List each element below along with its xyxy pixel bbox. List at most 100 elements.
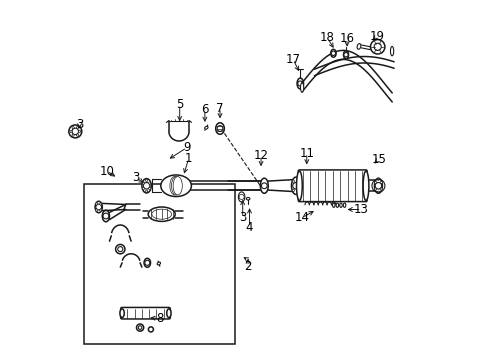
Ellipse shape xyxy=(343,51,348,59)
Text: 9: 9 xyxy=(183,141,190,154)
Circle shape xyxy=(148,182,150,184)
Text: 10: 10 xyxy=(100,165,114,177)
Text: 15: 15 xyxy=(370,153,386,166)
Ellipse shape xyxy=(161,175,191,197)
Ellipse shape xyxy=(246,198,249,200)
Ellipse shape xyxy=(390,46,393,56)
Text: 2: 2 xyxy=(244,260,251,273)
Text: 16: 16 xyxy=(339,32,354,45)
Text: 3: 3 xyxy=(132,171,139,184)
Ellipse shape xyxy=(291,177,300,194)
Ellipse shape xyxy=(144,258,150,267)
Ellipse shape xyxy=(169,177,179,195)
Circle shape xyxy=(95,209,98,211)
Circle shape xyxy=(330,51,335,55)
Circle shape xyxy=(377,178,379,180)
Circle shape xyxy=(377,191,379,193)
Circle shape xyxy=(103,213,108,219)
Ellipse shape xyxy=(148,207,175,221)
Ellipse shape xyxy=(343,203,345,207)
Circle shape xyxy=(142,188,144,190)
Circle shape xyxy=(297,189,299,192)
Circle shape xyxy=(138,326,142,329)
Bar xyxy=(84,184,235,344)
Circle shape xyxy=(292,189,294,192)
Ellipse shape xyxy=(260,178,268,193)
Circle shape xyxy=(217,126,223,131)
Circle shape xyxy=(118,247,122,252)
Text: 8: 8 xyxy=(156,312,163,325)
Text: 19: 19 xyxy=(369,30,384,42)
Text: 18: 18 xyxy=(319,31,334,44)
Circle shape xyxy=(292,183,299,189)
Ellipse shape xyxy=(296,78,303,89)
Ellipse shape xyxy=(339,203,342,207)
Ellipse shape xyxy=(120,309,124,318)
Text: 7: 7 xyxy=(216,102,224,114)
Circle shape xyxy=(72,127,74,129)
Ellipse shape xyxy=(142,179,151,193)
Circle shape xyxy=(79,130,81,132)
Circle shape xyxy=(374,183,381,189)
FancyBboxPatch shape xyxy=(298,170,366,202)
Text: 14: 14 xyxy=(294,211,309,224)
Circle shape xyxy=(297,180,299,182)
Circle shape xyxy=(373,43,381,50)
Circle shape xyxy=(148,188,150,190)
Circle shape xyxy=(145,190,147,192)
Circle shape xyxy=(261,183,266,189)
Ellipse shape xyxy=(296,171,302,201)
Circle shape xyxy=(292,180,294,182)
Ellipse shape xyxy=(330,49,335,57)
Text: 17: 17 xyxy=(285,53,300,66)
Circle shape xyxy=(374,181,376,184)
Circle shape xyxy=(69,125,81,138)
Circle shape xyxy=(96,204,102,210)
Ellipse shape xyxy=(204,126,207,129)
Ellipse shape xyxy=(300,83,303,92)
Circle shape xyxy=(72,128,79,135)
Text: 5: 5 xyxy=(176,98,183,111)
Circle shape xyxy=(370,40,384,54)
Ellipse shape xyxy=(215,123,224,134)
Circle shape xyxy=(144,260,149,265)
Circle shape xyxy=(374,188,376,190)
Ellipse shape xyxy=(95,201,102,213)
Circle shape xyxy=(115,244,125,254)
Text: 1: 1 xyxy=(184,152,192,165)
Circle shape xyxy=(136,324,143,331)
Ellipse shape xyxy=(335,203,338,207)
Ellipse shape xyxy=(151,209,171,219)
Ellipse shape xyxy=(173,177,182,195)
Ellipse shape xyxy=(374,178,382,193)
Ellipse shape xyxy=(332,203,334,207)
Text: 12: 12 xyxy=(253,149,268,162)
Ellipse shape xyxy=(238,192,244,202)
Circle shape xyxy=(239,194,244,199)
Ellipse shape xyxy=(356,44,360,49)
Ellipse shape xyxy=(166,309,171,318)
Circle shape xyxy=(95,203,98,205)
Circle shape xyxy=(76,127,79,129)
Circle shape xyxy=(72,134,74,136)
Circle shape xyxy=(142,182,144,184)
Circle shape xyxy=(145,179,147,181)
Ellipse shape xyxy=(102,210,109,222)
Circle shape xyxy=(148,327,153,332)
Circle shape xyxy=(379,181,382,184)
Ellipse shape xyxy=(171,177,181,195)
Circle shape xyxy=(343,53,347,57)
Text: 3: 3 xyxy=(239,211,246,224)
Circle shape xyxy=(379,188,382,190)
Circle shape xyxy=(100,203,102,205)
FancyBboxPatch shape xyxy=(121,307,170,319)
Text: 3: 3 xyxy=(76,118,83,131)
Circle shape xyxy=(100,209,102,211)
Text: 13: 13 xyxy=(353,203,368,216)
Circle shape xyxy=(70,130,72,132)
Circle shape xyxy=(143,183,149,189)
Ellipse shape xyxy=(363,171,368,201)
Circle shape xyxy=(76,134,79,136)
Text: 4: 4 xyxy=(245,221,253,234)
Ellipse shape xyxy=(157,262,160,265)
